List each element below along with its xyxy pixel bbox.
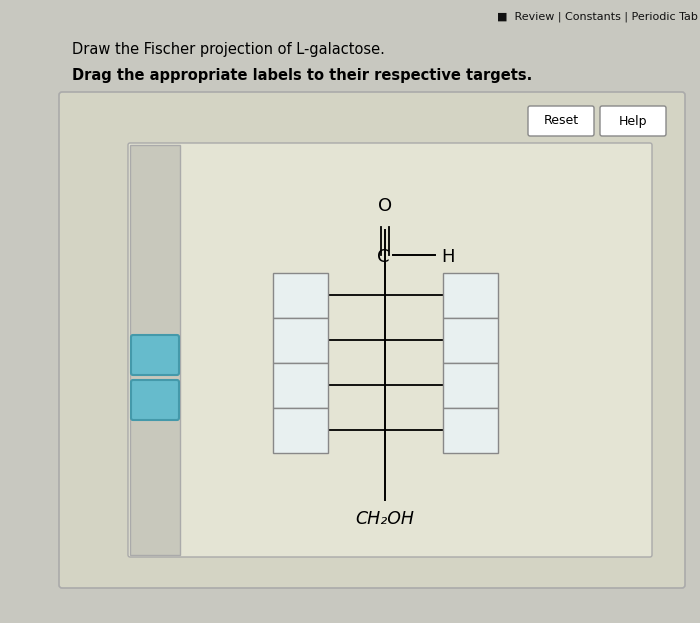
FancyBboxPatch shape: [600, 106, 666, 136]
FancyBboxPatch shape: [59, 92, 685, 588]
Bar: [272, 407, 328, 452]
Text: C: C: [377, 248, 389, 266]
Text: Help: Help: [619, 115, 648, 128]
Text: H: H: [148, 348, 162, 363]
Text: Drag the appropriate labels to their respective targets.: Drag the appropriate labels to their res…: [72, 68, 532, 83]
Text: OH: OH: [142, 394, 168, 409]
Text: O: O: [378, 197, 392, 215]
FancyBboxPatch shape: [528, 106, 594, 136]
FancyBboxPatch shape: [131, 335, 179, 375]
Bar: [442, 318, 498, 363]
Bar: [442, 272, 498, 318]
FancyBboxPatch shape: [128, 143, 652, 557]
Text: Draw the Fischer projection of L-galactose.: Draw the Fischer projection of L-galacto…: [72, 42, 385, 57]
Bar: [442, 363, 498, 407]
Text: H: H: [441, 248, 454, 266]
Bar: [130, 145, 180, 555]
Text: CH₂OH: CH₂OH: [356, 510, 414, 528]
Text: Reset: Reset: [543, 115, 579, 128]
Bar: [442, 407, 498, 452]
Text: ■  Review | Constants | Periodic Tab: ■ Review | Constants | Periodic Tab: [497, 12, 698, 22]
Bar: [272, 363, 328, 407]
FancyBboxPatch shape: [131, 380, 179, 420]
Bar: [272, 318, 328, 363]
Bar: [272, 272, 328, 318]
